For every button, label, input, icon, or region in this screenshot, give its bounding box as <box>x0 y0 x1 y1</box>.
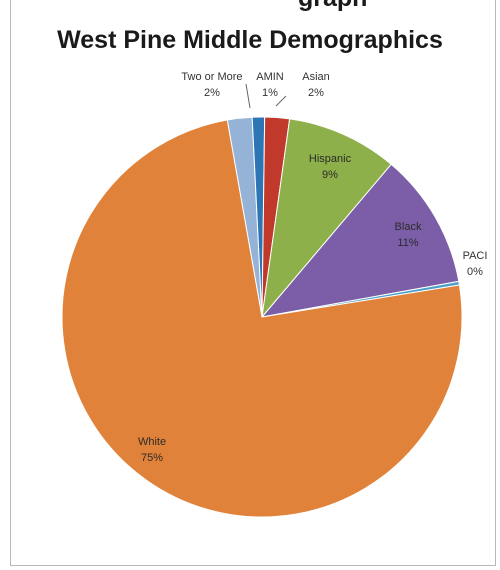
slice-percent-paci: 0% <box>467 266 483 278</box>
pie-slice-white <box>61 119 463 518</box>
leader-lines <box>245 83 287 109</box>
leader-line-asian <box>275 95 287 107</box>
pie-slice-hispanic <box>261 118 392 319</box>
slice-label-paci: PACI <box>463 250 488 262</box>
leader-line-two-or-more <box>245 83 251 109</box>
slice-label-white: White <box>138 436 166 448</box>
slice-label-hispanic: Hispanic <box>309 153 352 165</box>
slice-percent-black: 11% <box>397 237 418 249</box>
slice-percent-two-or-more: 2% <box>204 87 220 99</box>
slice-label-amin: AMIN <box>256 71 284 83</box>
pie-slice-black <box>260 163 460 318</box>
slice-label-two-or-more: Two or More <box>181 71 242 83</box>
slice-percent-hispanic: 9% <box>322 169 338 181</box>
slice-labels: Two or More 2% AMIN 1% Asian 2% Hispanic 9% Blac… <box>138 71 487 464</box>
pie-slices <box>61 116 463 518</box>
slice-label-asian: Asian <box>302 71 330 83</box>
chart-title: West Pine Middle Demographics <box>57 26 443 54</box>
slice-percent-asian: 2% <box>308 87 324 99</box>
slice-label-black: Black <box>395 221 422 233</box>
slice-percent-amin: 1% <box>262 87 278 99</box>
cropped-header-text: graph <box>298 0 367 13</box>
slice-percent-white: 75% <box>141 452 163 464</box>
